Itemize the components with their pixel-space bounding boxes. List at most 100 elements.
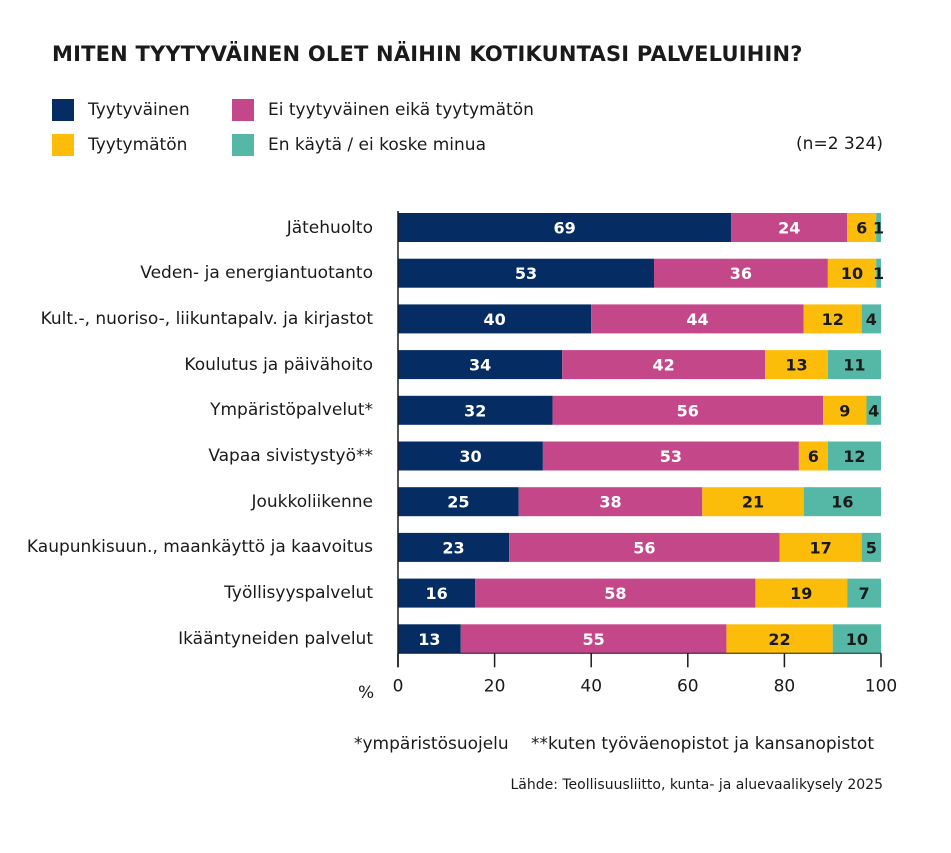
bar-segment (562, 350, 766, 380)
category-label: Ympäristöpalvelut* (210, 400, 373, 421)
legend-swatch-not-used (232, 134, 254, 156)
bar-segment (460, 624, 727, 654)
data-label: 58 (604, 584, 626, 603)
bar-segment (731, 213, 848, 242)
category-label: Jätehuolto (286, 217, 373, 238)
data-label: 4 (866, 310, 877, 329)
data-label: 24 (778, 219, 800, 238)
bar-segment (861, 532, 881, 562)
bar-segment (702, 487, 804, 517)
data-label: 1 (873, 219, 884, 238)
category-label: Veden- ja energiantuotanto (140, 263, 373, 284)
data-label: 13 (418, 630, 440, 649)
data-label: 7 (859, 584, 870, 603)
data-label: 23 (442, 538, 464, 557)
bar-segment (518, 487, 703, 517)
data-label: 4 (868, 401, 879, 420)
data-label: 56 (633, 538, 655, 557)
legend-swatch-neutral (232, 99, 254, 121)
bar-segment (765, 350, 828, 380)
data-label: 56 (677, 401, 699, 420)
bar-segment (823, 395, 867, 425)
data-label: 1 (873, 264, 884, 283)
data-label: 42 (653, 356, 675, 375)
category-label: Vapaa sivistystyö** (208, 446, 373, 466)
data-label: 44 (686, 310, 708, 329)
x-tick-label: 60 (677, 676, 699, 696)
bar-segment (755, 578, 848, 608)
bar-segment (398, 441, 543, 471)
bar-segment (653, 258, 828, 288)
bar-segment (398, 304, 592, 334)
bar-segment (827, 350, 881, 380)
x-tick-label: 80 (774, 676, 796, 696)
legend-item-dissatisfied: Tyytymätön (52, 134, 187, 156)
data-label: 12 (822, 310, 844, 329)
data-label: 5 (866, 538, 877, 557)
bar-segment (726, 624, 833, 654)
data-label: 22 (768, 630, 790, 649)
bar-segment (552, 395, 824, 425)
category-label: Kaupunkisuun., maankäyttö ja kaavoitus (26, 537, 373, 558)
bar-segment (398, 578, 476, 608)
data-label: 53 (660, 447, 682, 466)
data-label: 53 (515, 264, 537, 283)
source-note: Lähde: Teollisuusliitto, kunta- ja aluev… (510, 777, 883, 793)
bar-segment (398, 350, 563, 380)
bar-segment (827, 258, 877, 288)
data-label: 30 (459, 447, 481, 466)
x-tick-label: 40 (580, 676, 602, 696)
bar-segment (509, 532, 780, 562)
sample-size-note: (n=2 324) (796, 134, 883, 154)
bar-segment (866, 395, 881, 425)
legend-swatch-satisfied (52, 99, 74, 121)
x-tick-label: 100 (865, 676, 897, 696)
legend-label-not-used: En käytä / ei koske minua (268, 135, 486, 155)
category-label: Ikääntyneiden palvelut (178, 628, 373, 649)
data-label: 10 (841, 264, 863, 283)
data-label: 11 (843, 356, 865, 375)
bar-segment (798, 441, 828, 471)
data-label: 13 (785, 356, 807, 375)
category-label: Joukkoliikenne (251, 491, 373, 512)
data-label: 6 (808, 447, 819, 466)
bar-segment (542, 441, 799, 471)
data-label: 38 (599, 493, 621, 512)
data-label: 36 (730, 264, 752, 283)
bar-segment (398, 395, 553, 425)
data-label: 19 (790, 584, 812, 603)
data-label: 9 (839, 401, 850, 420)
data-label: 10 (846, 630, 868, 649)
bar-segment (847, 578, 881, 608)
bar-segment (876, 258, 881, 288)
bar-segment (779, 532, 862, 562)
bar-segment (861, 304, 881, 334)
data-label: 34 (469, 356, 491, 375)
bar-segment (398, 532, 510, 562)
legend-label-satisfied: Tyytyväinen (88, 100, 190, 120)
footnote-adult-education: **kuten työväenopistot ja kansanopistot (531, 734, 874, 754)
bar-segment (832, 624, 881, 654)
bar-segment (398, 487, 519, 517)
bar-segment (876, 213, 881, 242)
data-label: 32 (464, 401, 486, 420)
category-label: Työllisyyspalvelut (224, 583, 373, 604)
chart-title: MITEN TYYTYVÄINEN OLET NÄIHIN KOTIKUNTAS… (52, 42, 803, 66)
data-label: 69 (554, 219, 576, 238)
bar-segment (591, 304, 804, 334)
footnote-environment: *ympäristösuojelu (354, 734, 509, 754)
data-label: 25 (447, 493, 469, 512)
category-label: Koulutus ja päivähoito (184, 354, 373, 375)
bar-segment (398, 624, 461, 654)
bar-segment (398, 258, 654, 288)
category-label: Kult.-, nuoriso-, liikuntapalv. ja kirja… (40, 308, 373, 329)
legend-label-neutral: Ei tyytyväinen eikä tyytymätön (268, 100, 534, 120)
data-label: 40 (483, 310, 505, 329)
bar-segment (803, 487, 881, 517)
data-label: 55 (582, 630, 604, 649)
x-tick-label: 0 (393, 676, 404, 696)
legend-item-neutral: Ei tyytyväinen eikä tyytymätön (232, 99, 534, 121)
bar-segment (847, 213, 877, 242)
data-label: 21 (742, 493, 764, 512)
